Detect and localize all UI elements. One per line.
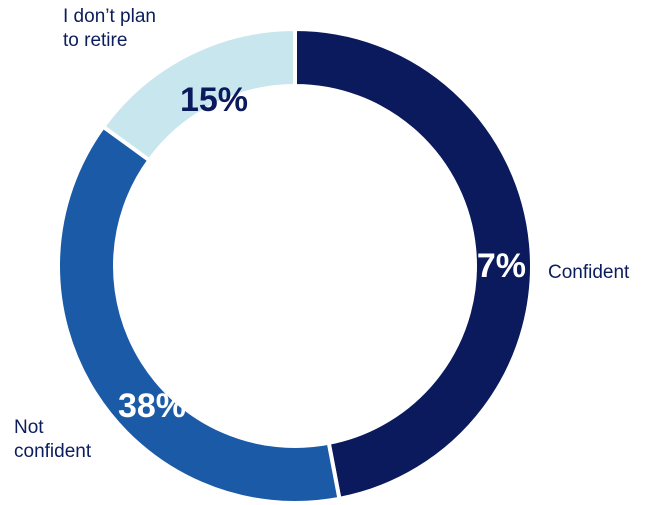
donut-slice-not-confident [56, 123, 342, 505]
donut-slice-i-dont-plan-to-retire [100, 26, 297, 163]
data-label-confident: 47% [458, 247, 526, 285]
category-label-line: I don’t plan [63, 6, 156, 27]
data-label-i-dont-plan-to-retire: 15% [180, 81, 248, 119]
category-label-line: confident [14, 441, 92, 462]
category-label-line: Not [14, 417, 44, 438]
category-label-confident: Confident [548, 262, 630, 283]
data-label-not-confident: 38% [118, 387, 186, 425]
category-label-not-confident: Not confident [14, 417, 92, 462]
donut-slice-confident [293, 26, 534, 502]
category-label-i-dont-plan-to-retire: I don’t plan to retire [63, 6, 156, 51]
donut-slices [56, 26, 534, 505]
category-label-line: to retire [63, 30, 127, 51]
category-label-line: Confident [548, 262, 630, 283]
